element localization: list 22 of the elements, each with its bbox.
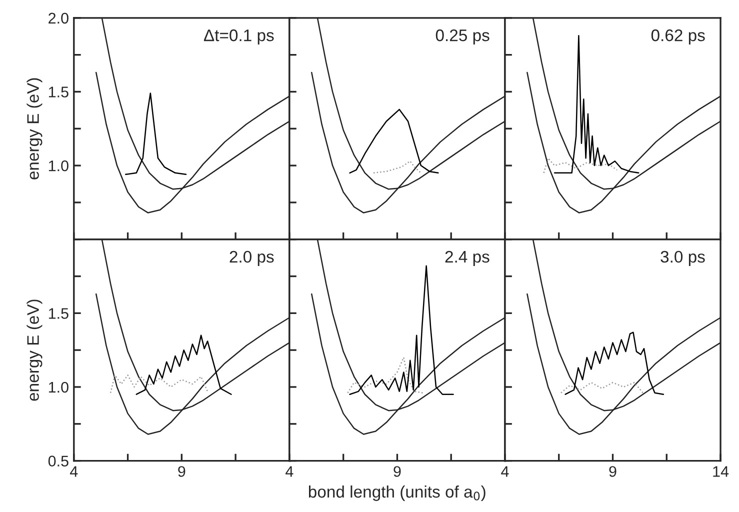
annotation: 0.25 ps xyxy=(436,29,490,45)
y-tick-label: 1.5 xyxy=(48,86,68,98)
annotation: 2.4 ps xyxy=(445,250,490,266)
x-tick-label: 14 xyxy=(713,466,729,477)
annotation: 0.62 ps xyxy=(651,29,705,45)
annotation: Δt=0.1 ps xyxy=(204,29,274,45)
y-tick-label: 0.5 xyxy=(48,456,68,466)
y-axis-title: energy E (eV) xyxy=(26,78,42,180)
y-tick-label: 1.0 xyxy=(48,160,68,172)
y-axis-title: energy E (eV) xyxy=(26,300,42,401)
x-tick-label: 4 xyxy=(286,466,294,477)
y-tick-label: 1.0 xyxy=(48,382,68,393)
x-tick-label: 9 xyxy=(394,466,401,477)
x-tick-label: 4 xyxy=(70,466,78,477)
x-tick-label: 9 xyxy=(609,466,616,477)
x-axis-title: bond length (units of a$_{0}$) xyxy=(308,485,486,501)
annotation: 2.0 ps xyxy=(230,250,274,266)
x-tick-label: 4 xyxy=(501,466,509,477)
x-tick-label: 9 xyxy=(178,466,186,477)
y-tick-label: 2.0 xyxy=(48,12,68,24)
y-tick-label: 1.5 xyxy=(48,308,68,319)
annotation: 3.0 ps xyxy=(660,250,705,266)
